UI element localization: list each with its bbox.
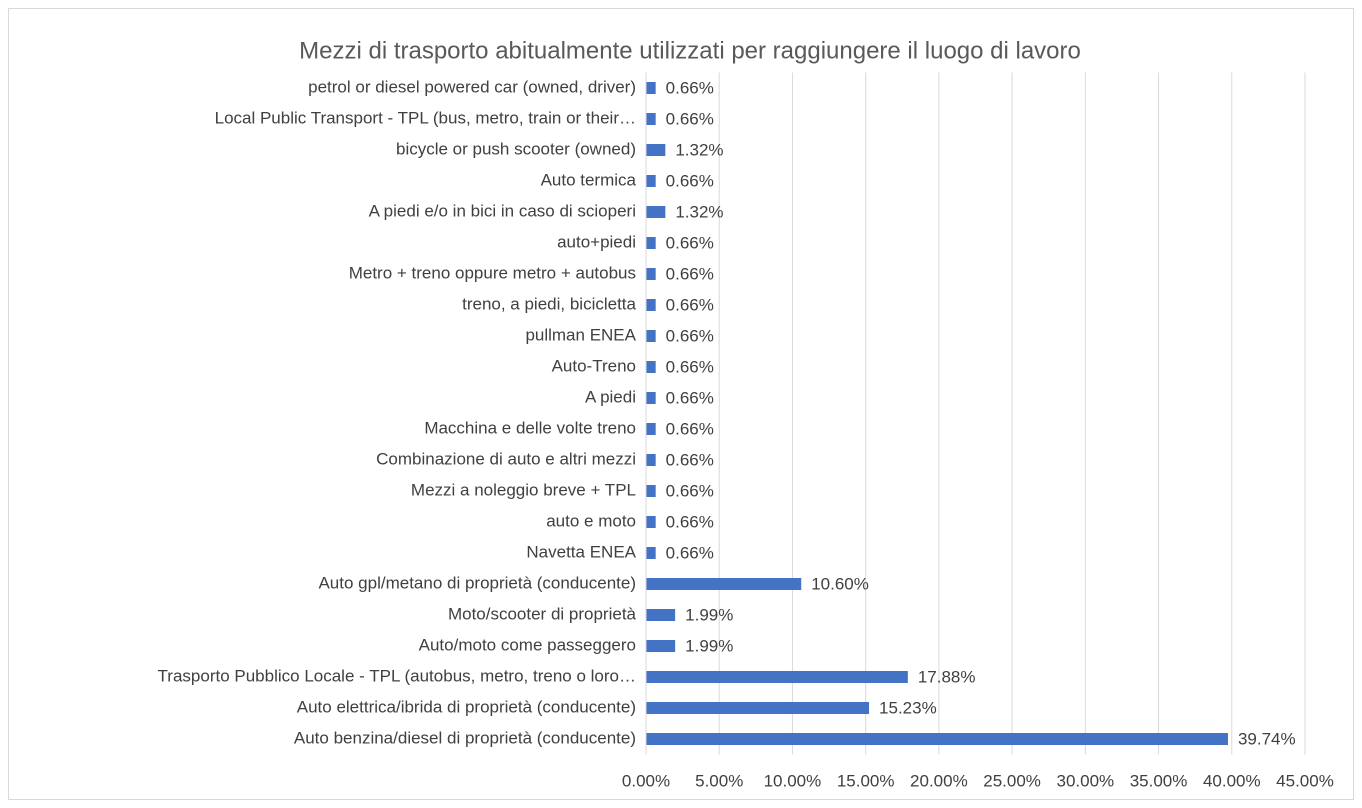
bar: [646, 733, 1228, 745]
y-tick-label: Auto benzina/diesel di proprietà (conduc…: [294, 728, 636, 747]
value-label: 0.66%: [666, 233, 714, 252]
y-tick-label: Metro + treno oppure metro + autobus: [349, 263, 636, 282]
bar: [646, 702, 870, 714]
y-tick-label: Auto gpl/metano di proprietà (conducente…: [318, 573, 636, 592]
value-label: 10.60%: [811, 574, 869, 593]
bar: [646, 547, 656, 559]
y-tick-label: Auto-Treno: [552, 356, 636, 375]
x-tick-label: 30.00%: [1056, 771, 1114, 790]
y-tick-label: pullman ENEA: [525, 325, 636, 344]
value-label: 0.66%: [666, 481, 714, 500]
y-tick-label: Mezzi a noleggio breve + TPL: [411, 480, 636, 499]
value-label: 0.66%: [666, 171, 714, 190]
value-label: 0.66%: [666, 388, 714, 407]
bar: [646, 237, 656, 249]
bar: [646, 516, 656, 528]
value-label: 0.66%: [666, 78, 714, 97]
bar: [646, 144, 666, 156]
y-tick-label: Auto/moto come passeggero: [419, 635, 636, 654]
bar: [646, 82, 656, 94]
x-tick-label: 0.00%: [622, 771, 670, 790]
y-tick-label: auto+piedi: [557, 232, 636, 251]
y-tick-label: Auto termica: [541, 170, 637, 189]
bar: [646, 175, 656, 187]
bar: [646, 361, 656, 373]
bar: [646, 423, 656, 435]
bar: [646, 268, 656, 280]
value-label: 0.66%: [666, 357, 714, 376]
bar: [646, 578, 802, 590]
value-label: 0.66%: [666, 512, 714, 531]
value-label: 1.99%: [685, 605, 733, 624]
value-label: 0.66%: [666, 450, 714, 469]
y-tick-label: Auto elettrica/ibrida di proprietà (cond…: [297, 697, 636, 716]
chart-title: Mezzi di trasporto abitualmente utilizza…: [299, 37, 1081, 64]
bar: [646, 206, 666, 218]
y-tick-label: Trasporto Pubblico Locale - TPL (autobus…: [158, 666, 636, 685]
bar: [646, 299, 656, 311]
bar: [646, 113, 656, 125]
x-tick-label: 15.00%: [837, 771, 895, 790]
bar: [646, 330, 656, 342]
value-label: 39.74%: [1238, 729, 1296, 748]
value-label: 0.66%: [666, 419, 714, 438]
bar: [646, 392, 656, 404]
value-label: 0.66%: [666, 326, 714, 345]
value-label: 1.32%: [675, 140, 723, 159]
value-label: 1.32%: [675, 202, 723, 221]
y-tick-label: petrol or diesel powered car (owned, dri…: [308, 77, 636, 96]
y-tick-label: A piedi e/o in bici in caso di scioperi: [369, 201, 636, 220]
bar: [646, 485, 656, 497]
value-label: 17.88%: [918, 667, 976, 686]
y-tick-label: Moto/scooter di proprietà: [448, 604, 637, 623]
x-tick-label: 20.00%: [910, 771, 968, 790]
y-tick-label: A piedi: [585, 387, 636, 406]
value-label: 15.23%: [879, 698, 937, 717]
y-tick-label: auto e moto: [546, 511, 636, 530]
bar: [646, 671, 908, 683]
value-label: 0.66%: [666, 264, 714, 283]
value-label: 1.99%: [685, 636, 733, 655]
bar: [646, 609, 676, 621]
x-tick-label: 10.00%: [764, 771, 822, 790]
bar: [646, 640, 676, 652]
x-tick-label: 45.00%: [1276, 771, 1334, 790]
y-tick-label: treno, a piedi, bicicletta: [462, 294, 636, 313]
y-tick-label: Navetta ENEA: [526, 542, 636, 561]
y-tick-label: Local Public Transport - TPL (bus, metro…: [215, 108, 636, 127]
chart-border: [8, 8, 1354, 800]
x-tick-label: 25.00%: [983, 771, 1041, 790]
y-tick-label: bicycle or push scooter (owned): [396, 139, 636, 158]
x-tick-label: 40.00%: [1203, 771, 1261, 790]
value-label: 0.66%: [666, 543, 714, 562]
value-label: 0.66%: [666, 295, 714, 314]
bar: [646, 454, 656, 466]
x-tick-label: 5.00%: [695, 771, 743, 790]
y-tick-label: Combinazione di auto e altri mezzi: [376, 449, 636, 468]
x-tick-label: 35.00%: [1130, 771, 1188, 790]
value-label: 0.66%: [666, 109, 714, 128]
y-tick-label: Macchina e delle volte treno: [424, 418, 636, 437]
